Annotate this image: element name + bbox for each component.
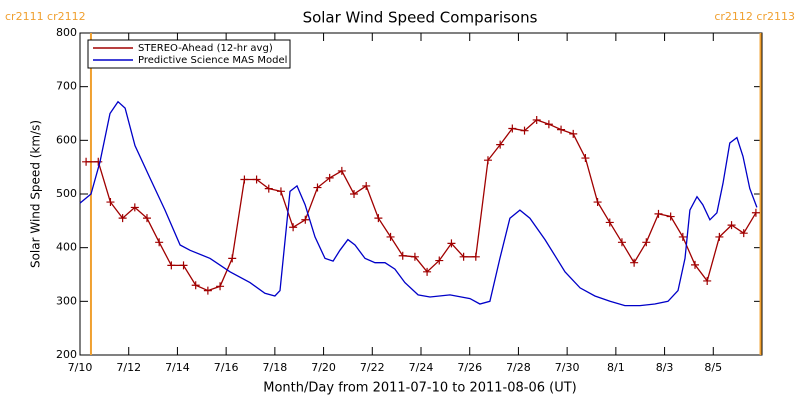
x-tick-label: 7/26 [457, 361, 482, 374]
y-tick-label: 300 [56, 294, 77, 307]
y-tick-label: 800 [56, 26, 77, 39]
data-point [130, 203, 139, 212]
data-point [118, 214, 127, 223]
data-point [642, 238, 651, 247]
data-point [374, 214, 383, 223]
data-point [362, 181, 371, 190]
x-tick-label: 7/28 [506, 361, 531, 374]
x-tick-label: 7/14 [165, 361, 190, 374]
data-point [593, 198, 602, 207]
data-point [739, 229, 748, 238]
carrington-label: cr2111 cr2112 [5, 10, 86, 23]
data-point [569, 129, 578, 138]
y-axis-label: Solar Wind Speed (km/s) [29, 120, 43, 268]
data-point [447, 239, 456, 248]
data-point [179, 261, 188, 270]
x-tick-label: 8/1 [607, 361, 625, 374]
data-point [423, 267, 432, 276]
data-point [751, 208, 760, 217]
data-point [350, 190, 359, 198]
data-point [617, 238, 626, 247]
data-point [106, 198, 115, 207]
data-point [459, 252, 468, 261]
data-point [216, 282, 225, 291]
data-point [142, 214, 151, 223]
y-tick-label: 400 [56, 241, 77, 254]
data-point [167, 261, 176, 270]
data-point [496, 140, 505, 149]
x-tick-label: 7/12 [116, 361, 141, 374]
data-point [630, 258, 639, 267]
data-point [471, 252, 480, 261]
data-point [289, 223, 298, 232]
data-point [386, 232, 395, 241]
x-tick-label: 8/5 [704, 361, 722, 374]
data-point [325, 173, 334, 182]
y-tick-label: 200 [56, 348, 77, 361]
data-point [410, 252, 419, 261]
data-point [276, 187, 285, 196]
chart-title: Solar Wind Speed Comparisons [303, 9, 538, 27]
data-point [520, 126, 529, 135]
y-tick-label: 600 [56, 133, 77, 146]
data-point [240, 175, 249, 184]
data-point [654, 209, 663, 218]
x-tick-label: 7/18 [263, 361, 288, 374]
data-point [727, 221, 736, 230]
data-point [715, 232, 724, 241]
data-point [544, 120, 553, 129]
data-point [337, 166, 346, 175]
x-tick-label: 7/16 [214, 361, 239, 374]
data-point [557, 125, 566, 134]
data-point [703, 276, 712, 285]
data-point [155, 238, 164, 247]
x-tick-label: 7/30 [555, 361, 580, 374]
data-point [532, 115, 541, 124]
legend-label: STEREO-Ahead (12-hr avg) [138, 43, 273, 54]
data-point [191, 281, 200, 290]
x-axis-label: Month/Day from 2011-07-10 to 2011-08-06 … [263, 381, 576, 396]
data-point [435, 256, 444, 265]
data-point [605, 218, 614, 227]
carrington-label: cr2112 cr2113 [714, 10, 795, 23]
data-point [483, 156, 492, 165]
legend-label: Predictive Science MAS Model [138, 55, 287, 66]
data-point [678, 232, 687, 241]
x-tick-label: 8/3 [656, 361, 674, 374]
data-point [94, 157, 103, 166]
x-tick-label: 7/22 [360, 361, 385, 374]
legend-box [87, 39, 291, 69]
x-tick-label: 7/20 [311, 361, 336, 374]
data-point [264, 184, 273, 193]
x-tick-label: 7/10 [68, 361, 93, 374]
data-point [82, 157, 91, 166]
series-line [86, 119, 757, 292]
data-point [203, 286, 212, 295]
data-point [398, 251, 407, 260]
data-point [666, 212, 675, 221]
data-point [581, 154, 590, 163]
y-tick-label: 500 [56, 187, 77, 200]
data-point [301, 215, 310, 224]
data-point [691, 260, 700, 269]
data-point [508, 124, 517, 133]
data-point [228, 254, 237, 263]
data-point [313, 183, 322, 192]
data-point [252, 175, 261, 184]
series-line [79, 100, 758, 307]
y-tick-label: 700 [56, 80, 77, 93]
x-tick-label: 7/24 [409, 361, 434, 374]
